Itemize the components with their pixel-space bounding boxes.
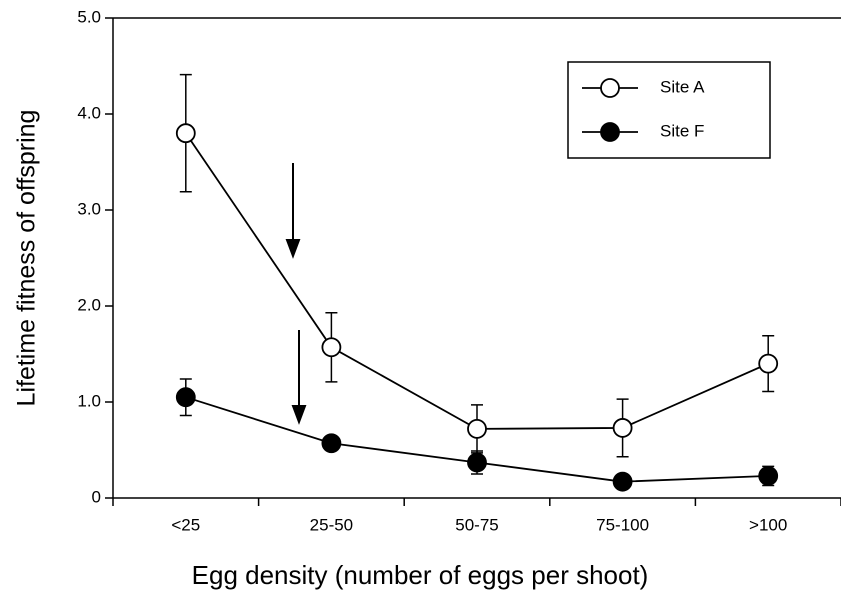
y-tick-label: 1.0 [77,391,101,410]
data-point [612,418,633,438]
x-axis-label: Egg density (number of eggs per shoot) [192,560,649,590]
legend-box [567,61,771,159]
data-point [467,452,487,473]
annotation-arrows [285,163,307,425]
data-point [467,418,487,439]
legend-label: Site F [660,121,704,140]
y-tick-label: 2.0 [77,295,101,314]
x-tick-label: <25 [171,515,200,534]
legend-marker [600,78,620,98]
x-tick-label: >100 [749,515,787,534]
legend-label: Site A [660,77,705,96]
data-point [758,466,779,486]
y-tick-label: 0 [92,487,101,506]
data-point [758,353,779,374]
data-point [612,471,633,492]
arrow-head [285,239,301,259]
x-tick-label: 50-75 [455,515,498,534]
y-tick-label: 4.0 [77,103,101,122]
series-line [185,132,769,430]
y-tick-label: 5.0 [77,7,101,26]
x-tick-label: 25-50 [310,515,353,534]
y-axis-label: Lifetime fitness of offspring [13,110,41,407]
legend-marker [600,122,620,142]
x-tick-label: 75-100 [596,515,649,534]
data-point [321,337,342,358]
y-tick-label: 3.0 [77,199,101,218]
data-point [321,433,342,454]
data-point [175,123,196,144]
arrow-head [291,405,307,425]
data-point [175,387,196,408]
